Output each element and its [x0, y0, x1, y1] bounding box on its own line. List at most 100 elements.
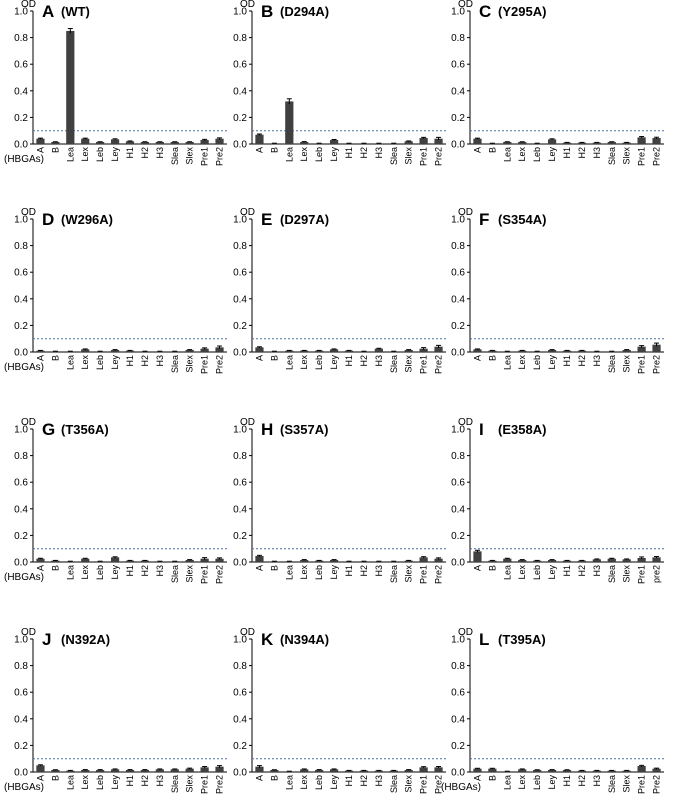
- x-tick-label: H3: [592, 147, 602, 159]
- bar: [419, 557, 428, 562]
- bar: [200, 767, 209, 772]
- bar: [473, 551, 482, 562]
- y-axis-unit-label: OD: [240, 207, 255, 218]
- bar: [518, 769, 527, 772]
- bar: [473, 768, 482, 772]
- bar: [652, 138, 661, 144]
- x-tick-label: Lex: [80, 355, 90, 370]
- x-tick-label: Lea: [284, 775, 294, 790]
- chart-panel-d: OD D (W296A) 0.0 0.2 0.4 0.6 0.8 1.0 A B Lea Lex Leb L…: [4, 207, 227, 374]
- bar: [533, 770, 542, 772]
- bar: [404, 770, 413, 772]
- x-tick-label: Pre2: [434, 147, 444, 166]
- x-tick-label: H2: [140, 355, 150, 367]
- y-tick-label: 0.8: [14, 451, 28, 462]
- x-tick-label: B: [269, 147, 279, 153]
- panel-letter: L: [479, 630, 489, 649]
- bar: [652, 768, 661, 772]
- x-tick-label: Leb: [314, 775, 324, 790]
- x-tick-label: H3: [374, 147, 384, 159]
- x-tick-label: B: [50, 147, 60, 153]
- y-axis-unit-label: OD: [458, 627, 473, 638]
- x-tick-label: Pre1: [419, 355, 429, 374]
- y-tick-label: 0.2: [14, 531, 28, 542]
- y-tick-label: 0.0: [14, 558, 28, 569]
- x-tick-label: Lea: [65, 775, 75, 790]
- x-tick-label: Leb: [314, 565, 324, 580]
- x-tick-label: Pre2: [652, 355, 662, 374]
- y-tick-label: 0.8: [14, 661, 28, 672]
- y-tick-label: 1.0: [14, 215, 28, 226]
- x-tick-label: Leb: [314, 147, 324, 162]
- x-tick-label: Lex: [299, 355, 309, 370]
- y-tick-label: 0.8: [233, 451, 247, 462]
- x-tick-label: H2: [577, 775, 587, 787]
- x-tick-label: Pre2: [434, 775, 444, 794]
- y-tick-label: 1.0: [233, 7, 247, 18]
- bar: [125, 560, 135, 562]
- panel-letter: C: [479, 2, 491, 21]
- y-tick-label: 0.4: [233, 294, 247, 305]
- x-tick-label: Pre2: [215, 775, 225, 794]
- x-tick-label: Slex: [404, 775, 414, 793]
- bar: [419, 767, 428, 772]
- x-tick-label: Slex: [622, 775, 632, 793]
- x-tick-label: Pre1: [419, 147, 429, 166]
- x-tick-label: Slea: [607, 355, 617, 373]
- y-tick-label: 0.2: [451, 531, 465, 542]
- x-tick-label: Lea: [284, 147, 294, 162]
- x-tick-label: H1: [562, 565, 572, 577]
- x-tick-label: H2: [140, 565, 150, 577]
- x-tick-label: A: [472, 147, 482, 153]
- x-tick-label: A: [35, 147, 45, 153]
- x-tick-label: B: [487, 775, 497, 781]
- y-tick-label: 0.6: [451, 268, 465, 279]
- bar: [81, 558, 90, 562]
- x-tick-label: Slea: [389, 775, 399, 793]
- y-tick-label: 1.0: [451, 215, 465, 226]
- x-tick-label: Pre2: [215, 147, 225, 166]
- bar: [592, 142, 601, 144]
- x-tick-label: B: [487, 355, 497, 361]
- x-tick-label: Slea: [389, 147, 399, 165]
- x-tick-label: Ley: [547, 355, 557, 370]
- bar: [562, 142, 572, 144]
- bar: [592, 770, 601, 772]
- bar: [404, 141, 413, 144]
- bar: [389, 770, 398, 772]
- bar: [637, 137, 646, 144]
- y-tick-label: 0.4: [451, 294, 465, 305]
- x-tick-label: Ley: [110, 775, 120, 790]
- bar: [419, 138, 428, 144]
- x-tick-label: Pre1: [200, 775, 210, 794]
- y-tick-label: 0.4: [14, 294, 28, 305]
- x-tick-label: H2: [140, 147, 150, 159]
- x-tick-label: Ley: [110, 355, 120, 370]
- bar: [652, 344, 661, 352]
- bar: [255, 766, 264, 772]
- y-tick-label: 0.0: [233, 768, 247, 779]
- x-tick-label: H3: [155, 147, 165, 159]
- y-tick-label: 0.4: [233, 714, 247, 725]
- x-tick-label: Leb: [532, 355, 542, 370]
- x-tick-label: Slea: [170, 775, 180, 793]
- bar: [66, 30, 75, 145]
- y-tick-label: 0.0: [233, 558, 247, 569]
- x-tick-label: B: [50, 775, 60, 781]
- bar: [533, 560, 542, 562]
- y-tick-label: 0.6: [451, 688, 465, 699]
- bar: [374, 348, 383, 352]
- x-tick-label: Lex: [299, 775, 309, 790]
- x-tick-label: B: [487, 147, 497, 153]
- bar: [329, 140, 339, 144]
- x-tick-label: pre2: [652, 565, 662, 583]
- x-tick-label: Leb: [532, 565, 542, 580]
- y-tick-label: 0.6: [14, 60, 28, 71]
- bar: [125, 770, 135, 772]
- bar: [315, 770, 324, 772]
- x-tick-label: Ley: [547, 565, 557, 580]
- bar: [51, 560, 60, 562]
- y-tick-label: 0.4: [14, 714, 28, 725]
- bar: [562, 770, 572, 772]
- x-tick-label: Lex: [517, 147, 527, 162]
